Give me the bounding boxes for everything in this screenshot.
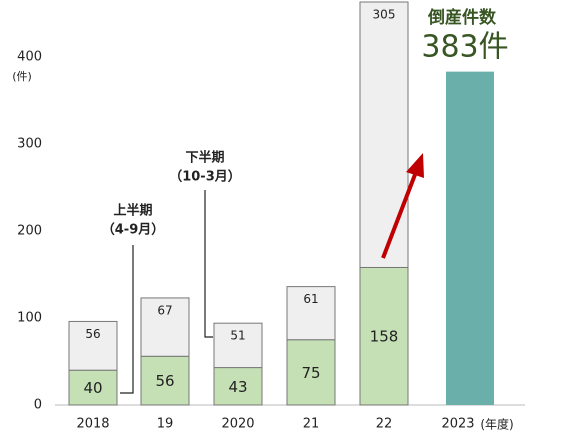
y-tick-label: 100 (17, 310, 42, 325)
x-tick-label: 21 (303, 417, 320, 432)
value-label: 56 (155, 372, 174, 390)
bar-segment (359, 266, 409, 406)
bar-segment (140, 297, 190, 357)
leader-line (120, 245, 134, 394)
bar-segment (286, 339, 336, 406)
annotation: （10-3月） (169, 169, 241, 185)
bar-segment (68, 369, 118, 406)
bar-segment (140, 355, 190, 406)
x-tick-label: 2020 (221, 417, 254, 432)
leader-line (204, 190, 213, 338)
y-tick-label: 0 (34, 398, 42, 413)
value-label: 67 (157, 303, 172, 317)
annotation: 上半期 (113, 203, 152, 219)
bar-segment (213, 322, 263, 369)
arrow (381, 171, 418, 259)
value-label: 158 (370, 328, 399, 346)
x-tick-label: 22 (376, 417, 393, 432)
arrow-head (406, 153, 424, 178)
bar-segment (359, 1, 409, 268)
value-label: 305 (373, 8, 396, 22)
x-tick-label: 2018 (76, 417, 109, 432)
bar-segment (68, 320, 118, 371)
y-tick-label: 200 (17, 223, 42, 238)
annotation: （4-9月） (102, 222, 165, 238)
bar-segment (446, 71, 494, 406)
bar-segment (286, 286, 336, 341)
y-tick-label: 400 (17, 49, 42, 64)
x-tick-label: 19 (157, 417, 174, 432)
y-tick-label: 300 (17, 136, 42, 151)
value-label: 61 (303, 292, 318, 306)
value-label: 51 (230, 329, 245, 343)
annotation: 下半期 (185, 150, 224, 166)
annotation-title: 倒産件数 (427, 7, 497, 28)
value-label: 56 (85, 327, 100, 341)
y-unit: (件) (12, 70, 32, 83)
x-unit: (年度) (480, 417, 513, 432)
value-label: 43 (228, 378, 247, 396)
value-label: 40 (83, 379, 102, 397)
x-tick-label: 2023 (441, 417, 474, 432)
value-label: 75 (301, 364, 320, 382)
value-label: 383件 (421, 30, 508, 65)
